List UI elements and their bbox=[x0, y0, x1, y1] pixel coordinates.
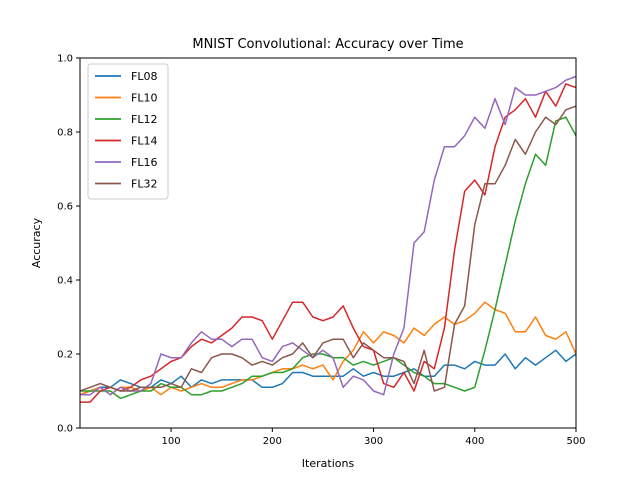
legend-label-fl08: FL08 bbox=[131, 70, 157, 83]
series-line-fl16 bbox=[80, 75, 577, 396]
x-tick-label: 400 bbox=[465, 436, 484, 447]
series-line-fl10 bbox=[79, 301, 577, 396]
x-axis-label: Iterations bbox=[302, 457, 355, 470]
legend-label-fl14: FL14 bbox=[131, 135, 157, 148]
legend: FL08 FL10 FL12 FL14 FL16 FL32 bbox=[87, 63, 169, 200]
legend-label-fl12: FL12 bbox=[131, 113, 157, 126]
plot-frame bbox=[79, 57, 577, 429]
y-tick-label: 0.2 bbox=[57, 350, 73, 361]
y-tick-label: 0.0 bbox=[57, 424, 73, 435]
y-axis-label: Accuracy bbox=[30, 217, 43, 268]
x-tick-label: 200 bbox=[263, 436, 282, 447]
series-line-fl12 bbox=[80, 116, 577, 400]
y-tick-label: 0.8 bbox=[57, 128, 73, 139]
y-tick-label: 0.4 bbox=[57, 276, 73, 287]
x-tick-label: 100 bbox=[162, 436, 181, 447]
y-tick-label: 1.0 bbox=[57, 54, 73, 65]
legend-label-fl16: FL16 bbox=[131, 156, 157, 169]
series-line-fl08 bbox=[79, 349, 577, 396]
series-line-fl32 bbox=[79, 105, 577, 392]
plot-area bbox=[79, 75, 577, 403]
series-line-fl14 bbox=[80, 83, 577, 403]
x-tick-label: 500 bbox=[566, 436, 585, 447]
y-tick-label: 0.6 bbox=[57, 202, 73, 213]
legend-label-fl10: FL10 bbox=[131, 92, 157, 105]
legend-label-fl32: FL32 bbox=[131, 178, 157, 191]
chart-title: MNIST Convolutional: Accuracy over Time bbox=[192, 37, 463, 52]
x-tick-label: 300 bbox=[364, 436, 383, 447]
axis-ticks: 100 200 300 400 500 0.0 0.2 0.4 0.6 0.8 1.0 bbox=[57, 54, 585, 448]
